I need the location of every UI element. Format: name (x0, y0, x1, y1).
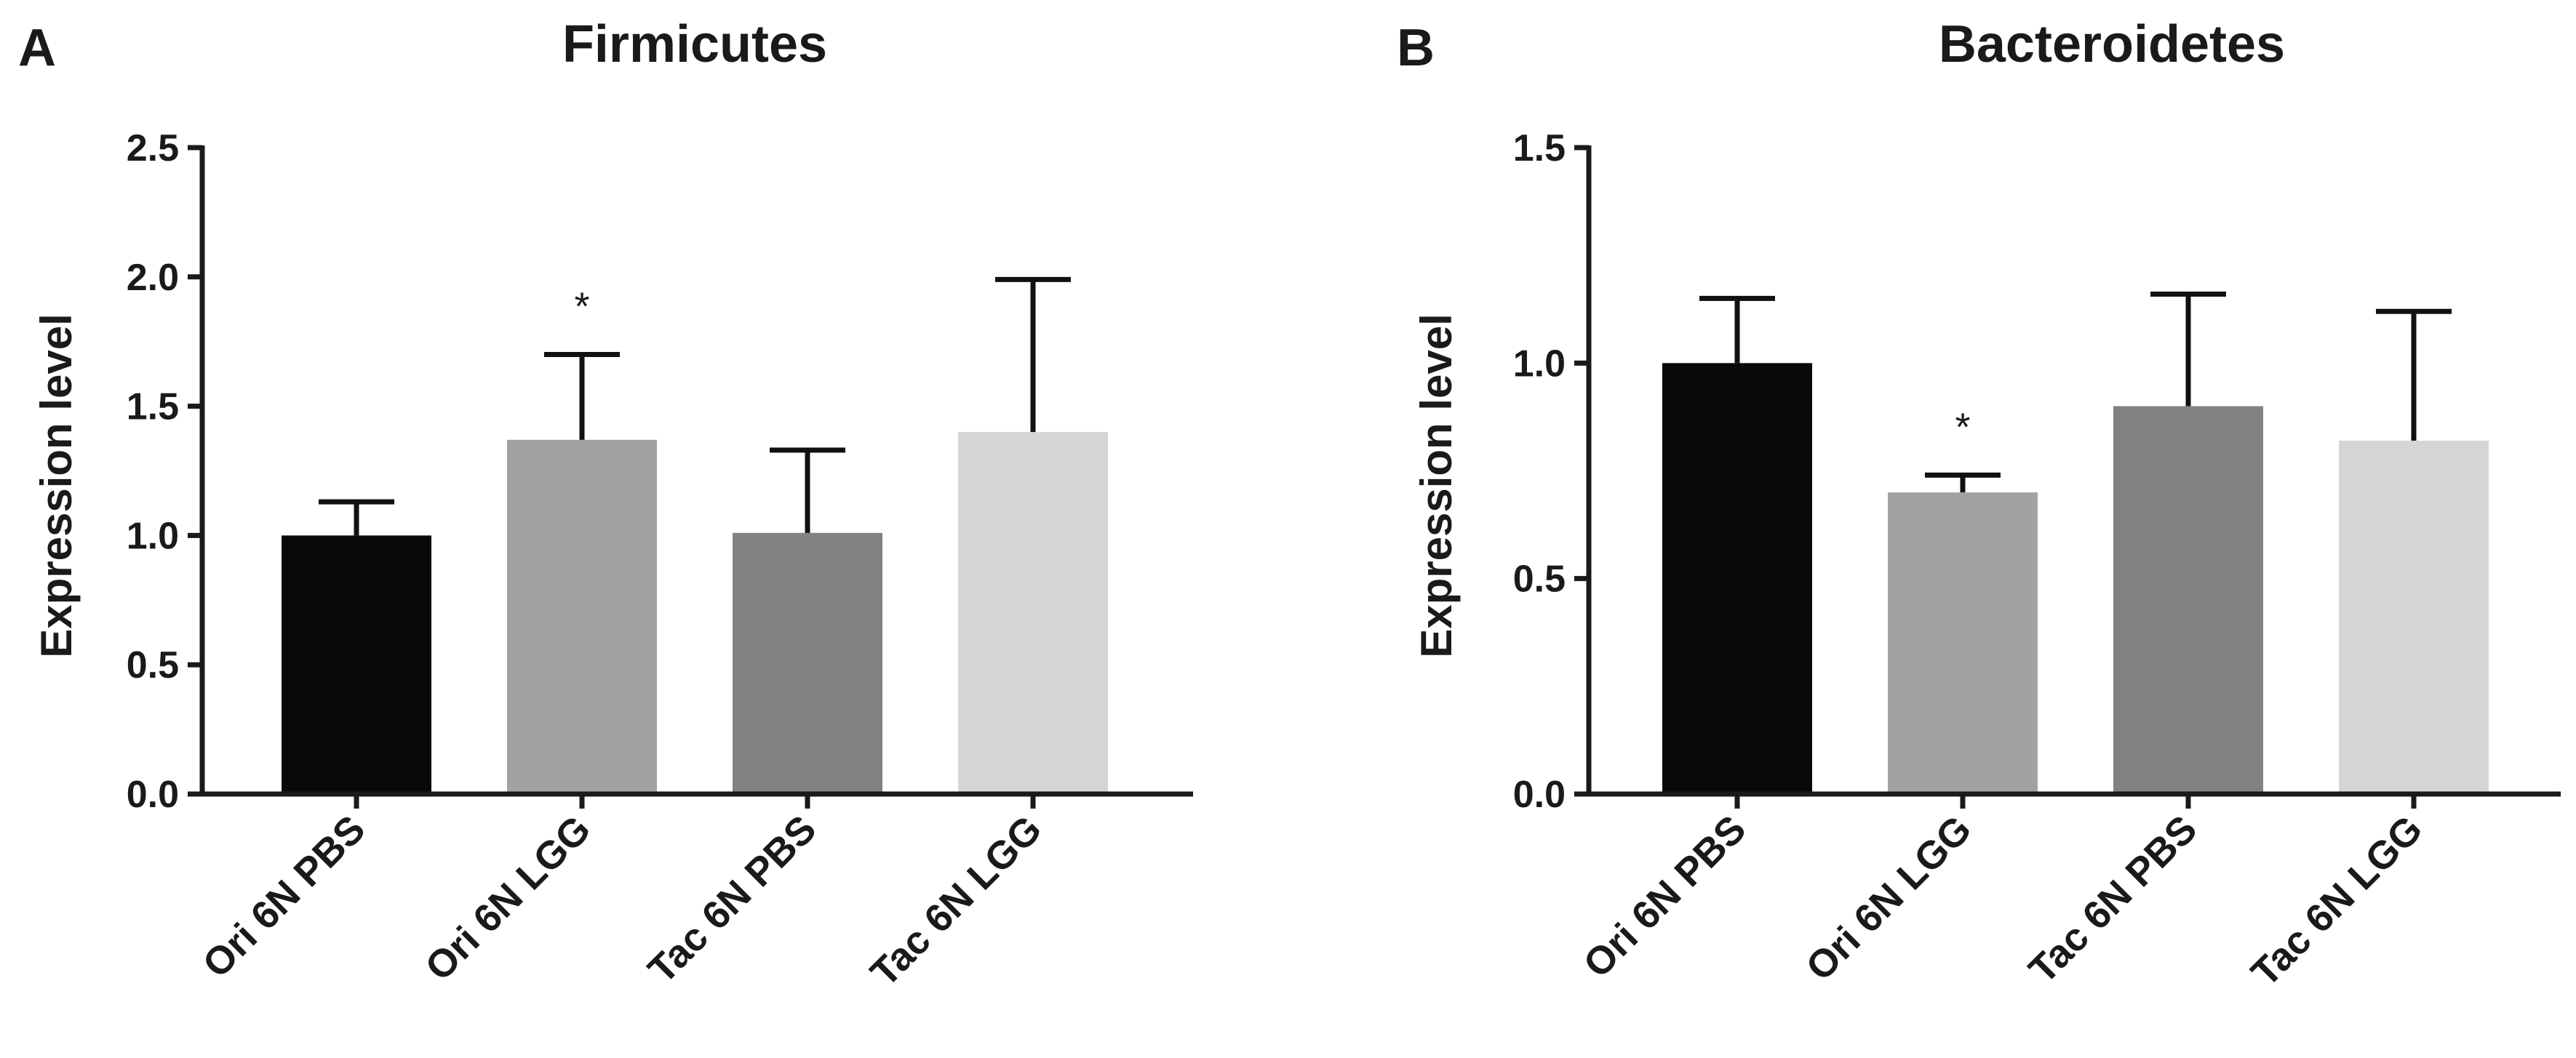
y-tick-label: 1.5 (1513, 127, 1566, 169)
bar-2 (1888, 492, 2038, 794)
category-label-4: Tac 6N LGG (862, 807, 1050, 995)
y-tick-label: 2.0 (127, 257, 179, 299)
y-tick-label: 1.5 (127, 386, 179, 428)
panel-a-firmicutes: A Firmicutes Expression level Ori 6N PBS * Or… (18, 15, 1193, 995)
error-bar-2 (1925, 472, 2001, 493)
chart-title: Bacteroidetes (1939, 15, 2285, 73)
y-axis-label: Expression level (32, 313, 81, 658)
y-tick-label: 2.5 (127, 127, 179, 169)
panel-letter: B (1397, 19, 1435, 77)
bar-4 (958, 432, 1108, 794)
error-bar-3 (2150, 292, 2226, 406)
error-bar-3 (770, 447, 845, 533)
error-bar-4 (2376, 308, 2452, 441)
category-label-2: Ori 6N LGG (417, 807, 599, 989)
category-label-1: Ori 6N PBS (1575, 807, 1754, 986)
y-tick-label: 1.0 (127, 515, 179, 557)
category-label-4: Tac 6N LGG (2243, 807, 2431, 995)
category-label-3: Tac 6N PBS (640, 807, 825, 992)
significance-marker: * (1955, 405, 1970, 449)
y-tick-label: 0.0 (1513, 774, 1566, 816)
category-label-2: Ori 6N LGG (1798, 807, 1979, 989)
bar-3 (733, 532, 882, 794)
bar-4 (2339, 441, 2489, 794)
bar-3 (2113, 406, 2263, 794)
y-tick-label: 0.5 (1513, 558, 1566, 601)
bar-1 (1662, 363, 1812, 794)
y-tick-label: 0.5 (127, 644, 179, 686)
y-axis-label: Expression level (1412, 313, 1461, 658)
panel-b-bacteroidetes: B Bacteroidetes Expression level Ori 6N PBS… (1397, 15, 2561, 995)
chart-title: Firmicutes (562, 15, 827, 73)
error-bar-1 (319, 499, 394, 536)
significance-marker: * (574, 284, 589, 328)
error-bar-4 (995, 276, 1071, 433)
y-tick-label: 0.0 (127, 774, 179, 816)
error-bar-2 (544, 351, 620, 440)
category-label-3: Tac 6N PBS (2021, 807, 2206, 992)
bar-2 (507, 439, 657, 794)
panel-letter: A (18, 19, 56, 77)
y-tick-label: 1.0 (1513, 342, 1566, 385)
bar-1 (282, 535, 431, 794)
error-bar-1 (1699, 295, 1775, 364)
category-label-1: Ori 6N PBS (194, 807, 373, 986)
